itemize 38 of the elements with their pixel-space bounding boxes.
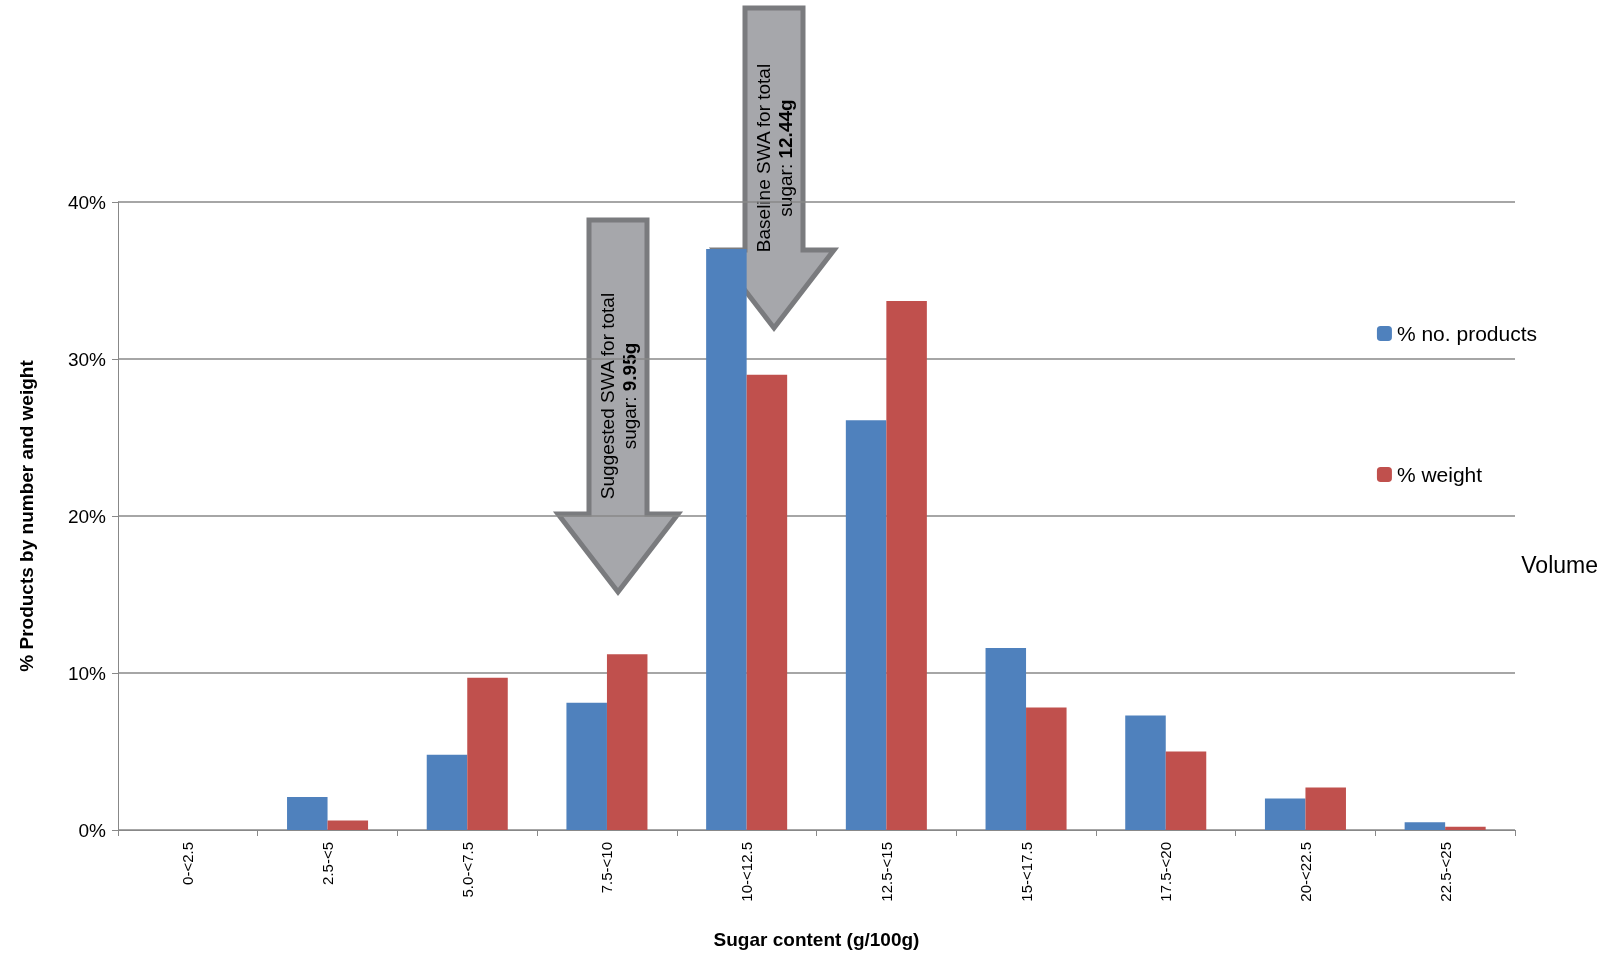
bar: [1125, 715, 1166, 830]
bar: [1264, 798, 1306, 830]
bar: [1404, 822, 1446, 830]
y-axis-title: % Products by number and weight: [16, 359, 37, 672]
x-tick-label: 5.0-<7.5: [458, 842, 476, 898]
bar: [1165, 751, 1207, 830]
text: Volume: [1521, 551, 1598, 578]
legend-label: % no. products: [1396, 322, 1538, 345]
bar: [1026, 707, 1067, 830]
bar: [426, 754, 468, 830]
bar: [1445, 826, 1486, 830]
x-tick-label: 2.5-<5: [319, 842, 337, 885]
y-tick-label: 10%: [67, 662, 107, 684]
y-tick-label: 40%: [67, 191, 107, 213]
y-tick-label: 20%: [67, 505, 107, 527]
bar: [1305, 787, 1346, 830]
bar: [886, 300, 927, 830]
x-axis-title: Sugar content (g/100g): [713, 929, 920, 950]
x-tick-label: 0-<2.5: [179, 842, 197, 885]
x-tick-label: 10-<12.5: [738, 842, 756, 902]
x-tick-label: 20-<22.5: [1296, 842, 1314, 902]
x-tick-label: 15-<17.5: [1017, 842, 1035, 902]
bar: [706, 249, 747, 830]
bar: [845, 420, 887, 830]
bar: [985, 647, 1027, 830]
y-tick-label: 0%: [78, 819, 107, 841]
x-tick-label: 12.5-<15: [877, 842, 895, 902]
bar: [327, 820, 369, 830]
bar: [606, 654, 648, 830]
bar: [287, 797, 328, 830]
x-tick-label: 7.5-<10: [598, 842, 616, 894]
x-tick-label: 22.5-<25: [1436, 842, 1454, 902]
y-tick-label: 30%: [67, 348, 107, 370]
bar: [566, 702, 607, 830]
bar: [746, 374, 788, 830]
bar: [467, 677, 508, 830]
x-tick-label: 17.5-<20: [1157, 842, 1175, 902]
legend-label: % weight: [1396, 463, 1483, 486]
